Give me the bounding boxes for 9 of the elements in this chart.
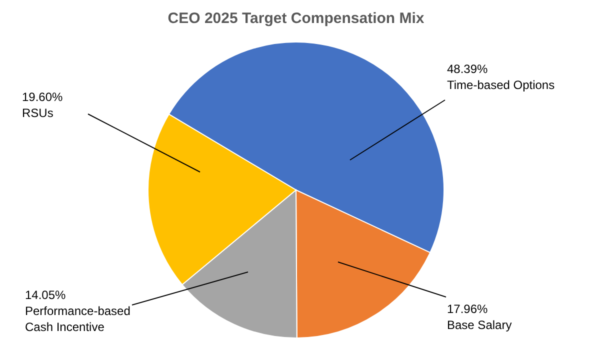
data-label: 19.60% xyxy=(22,90,64,104)
data-label: 48.39% xyxy=(447,62,488,76)
slice-label: Time-based Options xyxy=(447,78,555,92)
slice-label: RSUs xyxy=(22,106,54,120)
chart-title: CEO 2025 Target Compensation Mix xyxy=(168,10,425,27)
slice-label: Performance-based Cash Incentive xyxy=(25,304,130,334)
data-label: 17.96% xyxy=(447,302,488,316)
data-label: 14.05% xyxy=(25,288,66,302)
slice-label: Base Salary xyxy=(447,318,512,332)
